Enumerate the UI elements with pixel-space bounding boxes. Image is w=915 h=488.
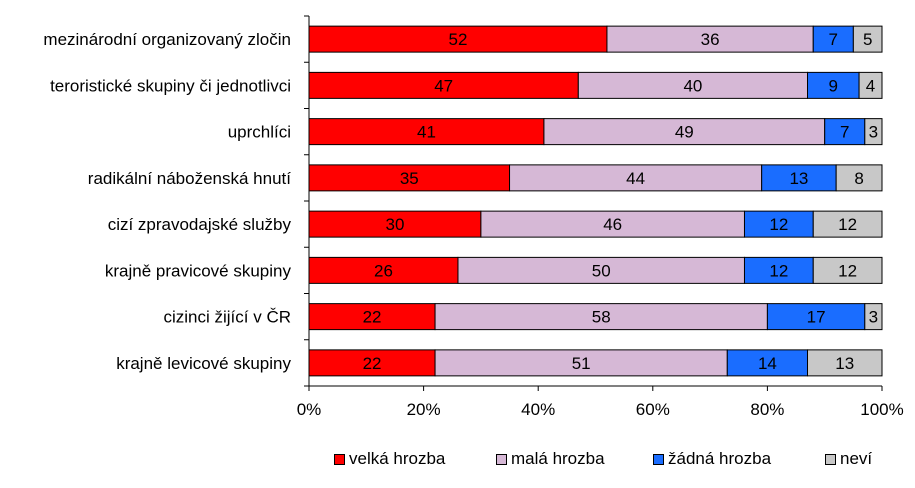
- bar-segment: [864, 303, 883, 331]
- category-label: mezinárodní organizovaný zločin: [43, 30, 291, 49]
- bar-segment: [434, 303, 768, 331]
- legend: velká hrozba malá hrozba žádná hrozba neví: [0, 449, 915, 473]
- bar-segment: [812, 256, 883, 284]
- bar-segment: [308, 71, 579, 99]
- data-label: 12: [769, 215, 788, 234]
- legend-label: velká hrozba: [349, 449, 446, 468]
- category-label: cizinci žijící v ČR: [163, 308, 291, 327]
- data-label: 30: [385, 215, 404, 234]
- data-label: 41: [417, 123, 436, 142]
- bar-segment: [543, 118, 826, 146]
- data-label: 36: [701, 30, 720, 49]
- bar-segment: [852, 25, 883, 53]
- bar-segment: [308, 164, 511, 192]
- data-label: 12: [838, 261, 857, 280]
- data-label: 9: [829, 76, 838, 95]
- category-label: krajně pravicové skupiny: [105, 261, 292, 280]
- x-tick-label: 0%: [297, 400, 322, 419]
- bar-segment: [812, 210, 883, 238]
- bar-segment: [835, 164, 883, 192]
- legend-label: žádná hrozba: [668, 449, 772, 468]
- data-label: 13: [789, 169, 808, 188]
- bar-segment: [858, 71, 883, 99]
- data-label: 3: [869, 123, 878, 142]
- legend-swatch: [825, 453, 836, 465]
- data-label: 13: [835, 354, 854, 373]
- x-tick-label: 80%: [750, 400, 784, 419]
- bar-segment: [812, 25, 854, 53]
- data-label: 22: [363, 308, 382, 327]
- bar-segment: [807, 349, 883, 377]
- bar-segment: [434, 349, 728, 377]
- data-label: 3: [869, 308, 878, 327]
- legend-item: neví: [825, 449, 872, 469]
- data-label: 50: [592, 261, 611, 280]
- bar-segment: [864, 118, 883, 146]
- category-label: uprchlíci: [228, 123, 291, 142]
- bar-segment: [761, 164, 837, 192]
- data-label: 40: [683, 76, 702, 95]
- data-label: 26: [374, 261, 393, 280]
- x-tick-label: 100%: [860, 400, 903, 419]
- data-label: 35: [400, 169, 419, 188]
- legend-label: malá hrozba: [511, 449, 605, 468]
- data-label: 51: [572, 354, 591, 373]
- data-label: 58: [592, 308, 611, 327]
- x-tick-label: 60%: [636, 400, 670, 419]
- category-label: teroristické skupiny či jednotlivci: [50, 76, 291, 95]
- legend-label: neví: [840, 449, 873, 468]
- legend-item: velká hrozba: [334, 449, 445, 469]
- bar-segment: [807, 71, 860, 99]
- bar-segment: [509, 164, 763, 192]
- bar-segment: [606, 25, 814, 53]
- x-tick-label: 40%: [521, 400, 555, 419]
- category-label: krajně levicové skupiny: [116, 354, 291, 373]
- legend-swatch: [496, 453, 507, 465]
- bar-segment: [743, 210, 814, 238]
- legend-swatch: [653, 453, 664, 465]
- data-label: 4: [866, 76, 875, 95]
- legend-item: žádná hrozba: [653, 449, 771, 469]
- data-label: 12: [769, 261, 788, 280]
- data-label: 8: [854, 169, 863, 188]
- category-label: radikální náboženská hnutí: [88, 169, 291, 188]
- data-label: 44: [626, 169, 645, 188]
- data-label: 49: [675, 123, 694, 142]
- legend-swatch: [334, 453, 345, 465]
- data-label: 7: [829, 30, 838, 49]
- category-label: cizí zpravodajské služby: [108, 215, 292, 234]
- data-label: 52: [449, 30, 468, 49]
- data-label: 22: [363, 354, 382, 373]
- data-label: 14: [758, 354, 777, 373]
- bar-segment: [824, 118, 866, 146]
- data-label: 12: [838, 215, 857, 234]
- data-label: 7: [840, 123, 849, 142]
- data-label: 17: [807, 308, 826, 327]
- bar-segment: [577, 71, 809, 99]
- legend-item: malá hrozba: [496, 449, 605, 469]
- bar-segment: [726, 349, 809, 377]
- bar-segment: [308, 25, 608, 53]
- bar-segment: [308, 349, 436, 377]
- data-label: 47: [434, 76, 453, 95]
- x-tick-label: 20%: [407, 400, 441, 419]
- data-label: 5: [863, 30, 872, 49]
- data-label: 46: [603, 215, 622, 234]
